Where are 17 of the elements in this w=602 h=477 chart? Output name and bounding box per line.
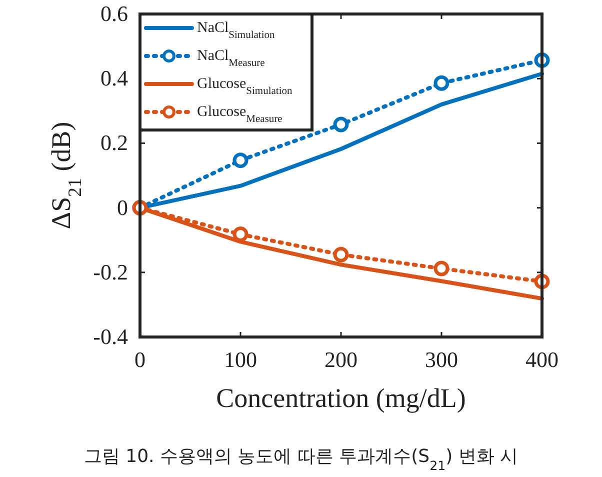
y-tick-label: 0.2	[100, 130, 128, 156]
y-tick-label: 0.4	[100, 66, 128, 91]
x-axis-title: Concentration (mg/dL)	[216, 383, 466, 413]
caption: 그림 10. 수용액의 농도에 따른 투과계수(S$_{21}$) 변화 시	[84, 446, 518, 472]
y-tick-label: 0.6	[100, 1, 128, 26]
legend-label: Glucose$_{Simulation}$	[197, 76, 293, 96]
legend-label: Glucose$_{Measure}$	[197, 104, 283, 124]
x-tick-label: 300	[425, 347, 458, 372]
x-tick-label: 0	[134, 347, 146, 372]
x-tick-label: 100	[224, 347, 257, 372]
y-tick-label: -0.4	[93, 324, 128, 349]
legend-label: NaCl$_{Measure}$	[197, 48, 266, 68]
y-tick-label: 0	[117, 194, 128, 220]
y-tick-label: -0.2	[93, 259, 128, 284]
legend-label: NaCl$_{Simulation}$	[197, 20, 276, 40]
x-tick-label: 200	[324, 347, 358, 372]
x-tick-label: 400	[526, 347, 558, 372]
